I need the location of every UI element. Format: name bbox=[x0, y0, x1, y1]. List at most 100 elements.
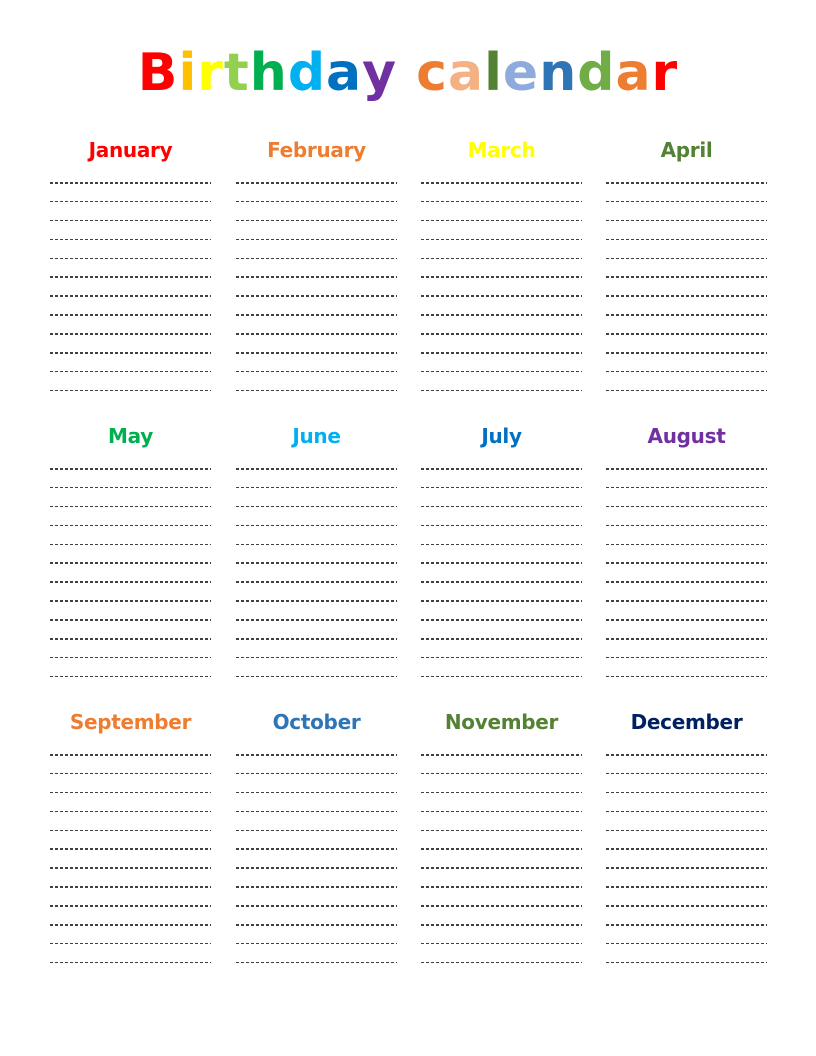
birthday-entry-line[interactable] bbox=[236, 524, 397, 527]
birthday-entry-line[interactable] bbox=[606, 961, 767, 964]
birthday-entry-line[interactable] bbox=[236, 276, 397, 278]
birthday-entry-line[interactable] bbox=[421, 333, 582, 335]
birthday-entry-line[interactable] bbox=[421, 543, 582, 546]
birthday-entry-line[interactable] bbox=[606, 791, 767, 794]
birthday-entry-line[interactable] bbox=[236, 638, 397, 640]
birthday-entry-line[interactable] bbox=[421, 867, 582, 869]
birthday-entry-line[interactable] bbox=[236, 295, 397, 297]
birthday-entry-line[interactable] bbox=[236, 581, 397, 583]
birthday-entry-line[interactable] bbox=[606, 675, 767, 678]
birthday-entry-line[interactable] bbox=[606, 219, 767, 222]
birthday-entry-line[interactable] bbox=[236, 486, 397, 489]
birthday-entry-line[interactable] bbox=[236, 333, 397, 335]
birthday-entry-line[interactable] bbox=[236, 219, 397, 222]
birthday-entry-line[interactable] bbox=[50, 772, 211, 775]
birthday-entry-line[interactable] bbox=[236, 905, 397, 907]
birthday-entry-line[interactable] bbox=[421, 924, 582, 926]
birthday-entry-line[interactable] bbox=[421, 238, 582, 241]
birthday-entry-line[interactable] bbox=[50, 543, 211, 546]
birthday-entry-line[interactable] bbox=[236, 675, 397, 678]
birthday-entry-line[interactable] bbox=[421, 257, 582, 260]
birthday-entry-line[interactable] bbox=[50, 886, 211, 888]
birthday-entry-line[interactable] bbox=[421, 182, 582, 184]
birthday-entry-line[interactable] bbox=[236, 314, 397, 316]
birthday-entry-line[interactable] bbox=[236, 543, 397, 546]
birthday-entry-line[interactable] bbox=[236, 829, 397, 832]
birthday-entry-line[interactable] bbox=[236, 886, 397, 888]
birthday-entry-line[interactable] bbox=[421, 886, 582, 888]
birthday-entry-line[interactable] bbox=[50, 581, 211, 583]
birthday-entry-line[interactable] bbox=[421, 961, 582, 964]
birthday-entry-line[interactable] bbox=[50, 486, 211, 489]
birthday-entry-line[interactable] bbox=[50, 829, 211, 832]
birthday-entry-line[interactable] bbox=[50, 257, 211, 260]
birthday-entry-line[interactable] bbox=[50, 675, 211, 678]
birthday-entry-line[interactable] bbox=[606, 295, 767, 297]
birthday-entry-line[interactable] bbox=[606, 619, 767, 621]
birthday-entry-line[interactable] bbox=[421, 486, 582, 489]
birthday-entry-line[interactable] bbox=[421, 370, 582, 373]
birthday-entry-line[interactable] bbox=[606, 656, 767, 659]
birthday-entry-line[interactable] bbox=[421, 295, 582, 297]
birthday-entry-line[interactable] bbox=[50, 370, 211, 373]
birthday-entry-line[interactable] bbox=[50, 352, 211, 354]
birthday-entry-line[interactable] bbox=[50, 276, 211, 278]
birthday-entry-line[interactable] bbox=[421, 524, 582, 527]
birthday-entry-line[interactable] bbox=[236, 182, 397, 184]
birthday-entry-line[interactable] bbox=[236, 772, 397, 775]
birthday-entry-line[interactable] bbox=[50, 638, 211, 640]
birthday-entry-line[interactable] bbox=[50, 619, 211, 621]
birthday-entry-line[interactable] bbox=[50, 791, 211, 794]
birthday-entry-line[interactable] bbox=[50, 848, 211, 850]
birthday-entry-line[interactable] bbox=[606, 524, 767, 527]
birthday-entry-line[interactable] bbox=[421, 314, 582, 316]
birthday-entry-line[interactable] bbox=[50, 295, 211, 297]
birthday-entry-line[interactable] bbox=[236, 961, 397, 964]
birthday-entry-line[interactable] bbox=[606, 562, 767, 564]
birthday-entry-line[interactable] bbox=[606, 370, 767, 373]
birthday-entry-line[interactable] bbox=[421, 791, 582, 794]
birthday-entry-line[interactable] bbox=[236, 791, 397, 794]
birthday-entry-line[interactable] bbox=[606, 886, 767, 888]
birthday-entry-line[interactable] bbox=[421, 675, 582, 678]
birthday-entry-line[interactable] bbox=[606, 810, 767, 813]
birthday-entry-line[interactable] bbox=[421, 638, 582, 640]
birthday-entry-line[interactable] bbox=[236, 257, 397, 260]
birthday-entry-line[interactable] bbox=[50, 200, 211, 203]
birthday-entry-line[interactable] bbox=[421, 772, 582, 775]
birthday-entry-line[interactable] bbox=[421, 389, 582, 392]
birthday-entry-line[interactable] bbox=[421, 600, 582, 602]
birthday-entry-line[interactable] bbox=[606, 829, 767, 832]
birthday-entry-line[interactable] bbox=[606, 352, 767, 354]
birthday-entry-line[interactable] bbox=[236, 468, 397, 470]
birthday-entry-line[interactable] bbox=[421, 810, 582, 813]
birthday-entry-line[interactable] bbox=[50, 656, 211, 659]
birthday-entry-line[interactable] bbox=[236, 656, 397, 659]
birthday-entry-line[interactable] bbox=[236, 370, 397, 373]
birthday-entry-line[interactable] bbox=[236, 619, 397, 621]
birthday-entry-line[interactable] bbox=[236, 942, 397, 945]
birthday-entry-line[interactable] bbox=[606, 276, 767, 278]
birthday-entry-line[interactable] bbox=[50, 468, 211, 470]
birthday-entry-line[interactable] bbox=[421, 276, 582, 278]
birthday-entry-line[interactable] bbox=[421, 468, 582, 470]
birthday-entry-line[interactable] bbox=[50, 505, 211, 508]
birthday-entry-line[interactable] bbox=[236, 505, 397, 508]
birthday-entry-line[interactable] bbox=[606, 600, 767, 602]
birthday-entry-line[interactable] bbox=[421, 656, 582, 659]
birthday-entry-line[interactable] bbox=[421, 352, 582, 354]
birthday-entry-line[interactable] bbox=[606, 867, 767, 869]
birthday-entry-line[interactable] bbox=[606, 905, 767, 907]
birthday-entry-line[interactable] bbox=[421, 942, 582, 945]
birthday-entry-line[interactable] bbox=[421, 754, 582, 756]
birthday-entry-line[interactable] bbox=[50, 314, 211, 316]
birthday-entry-line[interactable] bbox=[606, 389, 767, 392]
birthday-entry-line[interactable] bbox=[606, 581, 767, 583]
birthday-entry-line[interactable] bbox=[421, 619, 582, 621]
birthday-entry-line[interactable] bbox=[606, 200, 767, 203]
birthday-entry-line[interactable] bbox=[50, 810, 211, 813]
birthday-entry-line[interactable] bbox=[236, 238, 397, 241]
birthday-entry-line[interactable] bbox=[421, 848, 582, 850]
birthday-entry-line[interactable] bbox=[50, 924, 211, 926]
birthday-entry-line[interactable] bbox=[236, 810, 397, 813]
